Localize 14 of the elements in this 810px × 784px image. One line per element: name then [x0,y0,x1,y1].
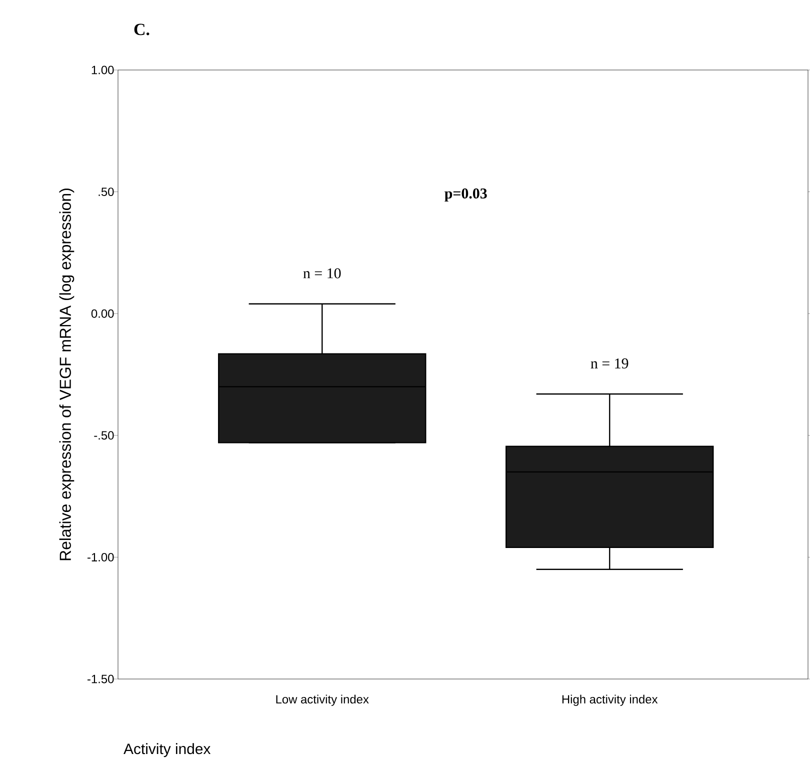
chart-title: C. [134,24,150,36]
x-axis-title: Activity index [124,743,211,758]
y-tick-label: .50 [98,188,114,196]
y-tick-label: -1.00 [88,552,114,562]
x-tick-label: Low activity index [276,694,369,706]
annotation: n = 10 [303,268,341,278]
y-tick-label: 0.00 [91,309,114,318]
annotation: n = 19 [590,358,628,368]
y-axis-title: Relative expression of VEGF mRNA (log expression) [59,188,74,560]
y-tick-label: -1.50 [88,674,114,684]
annotation: p=0.03 [444,188,487,202]
y-tick-label: 1.00 [92,66,114,74]
y-tick-label: -.50 [94,431,114,440]
x-tick-label: High activity index [562,694,658,706]
